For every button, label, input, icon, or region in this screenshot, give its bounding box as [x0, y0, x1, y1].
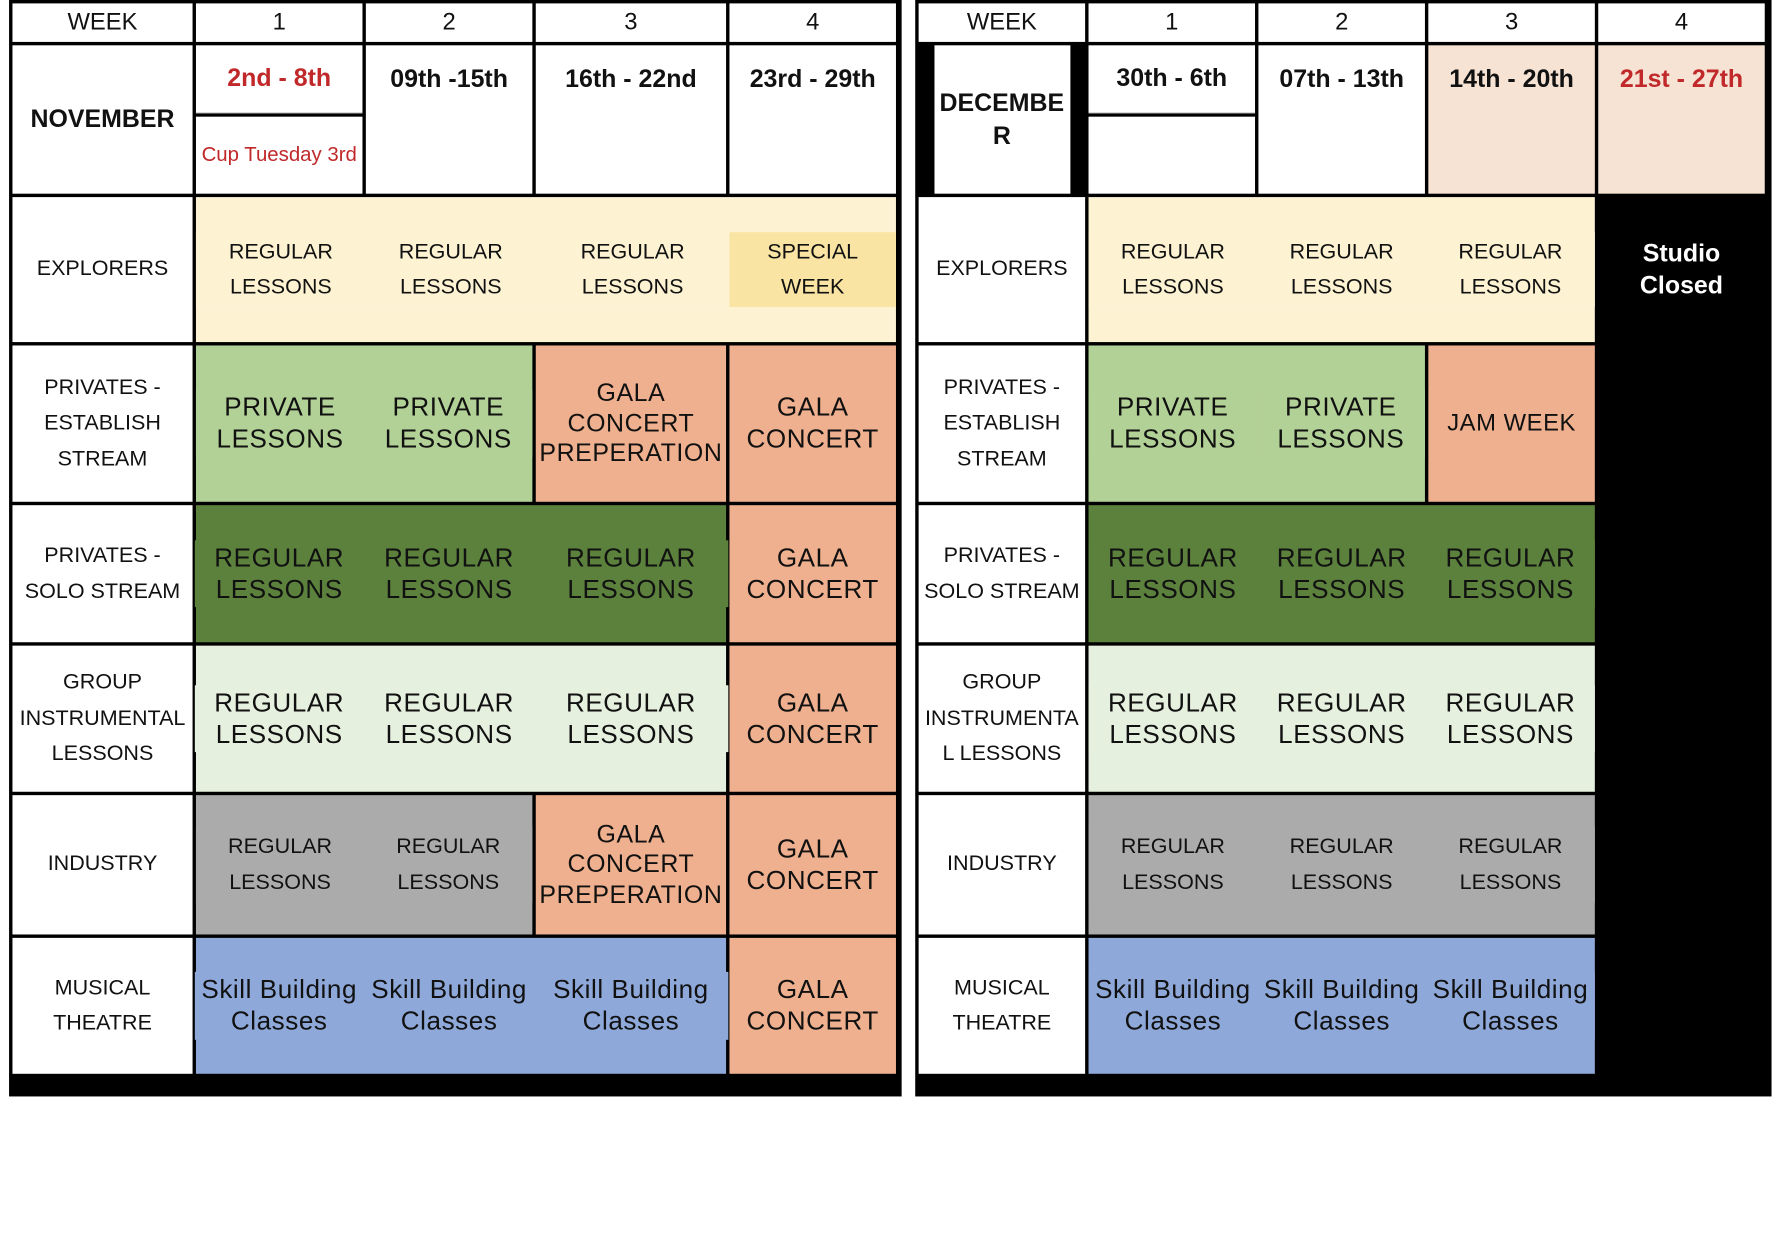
schedule-cell: REGULAR LESSONS — [364, 540, 535, 608]
row-label-industry: INDUSTRY — [12, 795, 193, 935]
schedule-cell: REGULAR LESSONS — [195, 231, 366, 308]
week-number: 3 — [535, 3, 727, 42]
schedule-cell: GALA CONCERT — [729, 505, 896, 643]
schedule-cell: REGULAR LESSONS — [1088, 540, 1258, 608]
row-label-industry: INDUSTRY — [918, 795, 1086, 935]
schedule-cell: GALA CONCERT PREPERATION — [535, 345, 727, 502]
schedule-cell: Skill Building Classes — [1088, 972, 1258, 1040]
schedule-cell: REGULAR LESSONS — [1257, 231, 1427, 308]
row-label-privates-establish: PRIVATES - ESTABLISH STREAM — [12, 345, 193, 502]
schedule-cell: PRIVATE LESSONS — [1088, 390, 1257, 458]
schedule-cell: GALA CONCERT — [729, 345, 896, 502]
schedule-cell: REGULAR LESSONS — [1088, 827, 1258, 903]
date-range: 30th - 6th — [1088, 45, 1256, 114]
schedule-cell: PRIVATE LESSONS — [364, 390, 533, 458]
musical-theatre-group: Skill Building Classes Skill Building Cl… — [194, 937, 728, 1074]
row-label-group-instrumental: GROUP INSTRUMENTA L LESSONS — [918, 645, 1086, 792]
schedule-cell: REGULAR LESSONS — [195, 827, 365, 903]
schedule-cell: SPECIAL WEEK — [729, 231, 896, 308]
row-label-privates-solo: PRIVATES - SOLO STREAM — [12, 505, 193, 643]
schedule-cell: Skill Building Classes — [1257, 972, 1427, 1040]
schedule-cell: PRIVATE LESSONS — [1256, 390, 1425, 458]
schedule-cell: REGULAR LESSONS — [1426, 827, 1595, 903]
week-number: 1 — [195, 3, 363, 42]
schedule-cell: REGULAR LESSONS — [194, 540, 365, 608]
schedule-cell: Skill Building Classes — [364, 972, 535, 1040]
schedule-cell: PRIVATE LESSONS — [195, 390, 365, 458]
schedule-cell: REGULAR LESSONS — [534, 685, 728, 753]
schedule-cell: REGULAR LESSONS — [1257, 827, 1427, 903]
date-range: 23rd - 29th — [729, 45, 896, 194]
december-schedule-table: WEEK 1 2 3 4 DECEMBE R 30th - 6th 07th -… — [915, 0, 1772, 1097]
event-note: Cup Tuesday 3rd — [195, 116, 363, 194]
row-label-musical-theatre: MUSICAL THEATRE — [918, 937, 1086, 1074]
date-range: 09th -15th — [365, 45, 533, 194]
row-label-explorers: EXPLORERS — [918, 197, 1086, 343]
week-number: 4 — [729, 3, 896, 42]
schedule-cell: REGULAR LESSONS — [1257, 685, 1427, 753]
industry-group: REGULAR LESSONS REGULAR LESSONS — [195, 795, 533, 935]
schedule-cell: REGULAR LESSONS — [1088, 685, 1258, 753]
private-lessons-group: PRIVATE LESSONS PRIVATE LESSONS — [195, 345, 533, 502]
row-label-privates-establish: PRIVATES - ESTABLISH STREAM — [918, 345, 1086, 502]
date-range: 21st - 27th — [1598, 45, 1765, 194]
schedule-cell: REGULAR LESSONS — [364, 827, 533, 903]
explorers-row-group: REGULAR LESSONS REGULAR LESSONS REGULAR … — [1088, 197, 1595, 343]
schedule-cell: REGULAR LESSONS — [1426, 685, 1595, 753]
november-schedule-table: WEEK 1 2 3 4 NOVEMBER 2nd - 8th Cup Tues… — [9, 0, 902, 1097]
date-range: 14th - 20th — [1428, 45, 1595, 194]
group-lessons-group: REGULAR LESSONS REGULAR LESSONS REGULAR … — [1088, 645, 1595, 792]
musical-theatre-group: Skill Building Classes Skill Building Cl… — [1088, 937, 1595, 1074]
month-label: NOVEMBER — [12, 45, 193, 194]
schedule-cell: REGULAR LESSONS — [1088, 231, 1258, 308]
schedule-cell: GALA CONCERT — [729, 937, 896, 1074]
row-label-privates-solo: PRIVATES - SOLO STREAM — [918, 505, 1086, 643]
schedule-cell: REGULAR LESSONS — [1257, 540, 1427, 608]
group-lessons-group: REGULAR LESSONS REGULAR LESSONS REGULAR … — [194, 645, 728, 792]
schedule-cell: REGULAR LESSONS — [194, 685, 365, 753]
date-range: 07th - 13th — [1258, 45, 1425, 194]
date-range: 2nd - 8th — [195, 45, 363, 114]
schedule-cell: REGULAR LESSONS — [365, 231, 536, 308]
week-number: 4 — [1598, 3, 1765, 42]
schedule-cell: REGULAR LESSONS — [534, 540, 728, 608]
schedule-cell: Skill Building Classes — [1426, 972, 1595, 1040]
week-number: 2 — [1258, 3, 1425, 42]
empty-note-cell — [1088, 116, 1256, 194]
solo-stream-group: REGULAR LESSONS REGULAR LESSONS REGULAR … — [1088, 505, 1595, 643]
explorers-row-group: REGULAR LESSONS REGULAR LESSONS REGULAR … — [195, 197, 896, 343]
row-label-explorers: EXPLORERS — [12, 197, 193, 343]
private-lessons-group: PRIVATE LESSONS PRIVATE LESSONS — [1088, 345, 1425, 502]
week-number: 3 — [1428, 3, 1595, 42]
row-label-group-instrumental: GROUP INSTRUMENTAL LESSONS — [12, 645, 193, 792]
week-number: 1 — [1088, 3, 1256, 42]
week-label: WEEK — [918, 3, 1086, 42]
week-label: WEEK — [12, 3, 193, 42]
schedule-cell: REGULAR LESSONS — [364, 685, 535, 753]
date-range: 16th - 22nd — [535, 45, 727, 194]
schedule-cell: Skill Building Classes — [194, 972, 365, 1040]
row-label-musical-theatre: MUSICAL THEATRE — [12, 937, 193, 1074]
industry-group: REGULAR LESSONS REGULAR LESSONS REGULAR … — [1088, 795, 1595, 935]
schedule-cell: GALA CONCERT — [729, 795, 896, 935]
month-label: DECEMBE R — [933, 45, 1070, 194]
schedule-cell: Skill Building Classes — [534, 972, 728, 1040]
schedule-cell: GALA CONCERT — [729, 645, 896, 792]
schedule-cell: REGULAR LESSONS — [535, 231, 730, 308]
schedule-cell: REGULAR LESSONS — [1426, 540, 1595, 608]
schedule-cell: REGULAR LESSONS — [1426, 231, 1595, 308]
schedule-cell: GALA CONCERT PREPERATION — [535, 795, 727, 935]
schedule-cell: JAM WEEK — [1428, 345, 1595, 502]
solo-stream-group: REGULAR LESSONS REGULAR LESSONS REGULAR … — [194, 505, 728, 643]
week-number: 2 — [365, 3, 533, 42]
studio-closed-block: Studio Closed — [1598, 197, 1765, 1074]
